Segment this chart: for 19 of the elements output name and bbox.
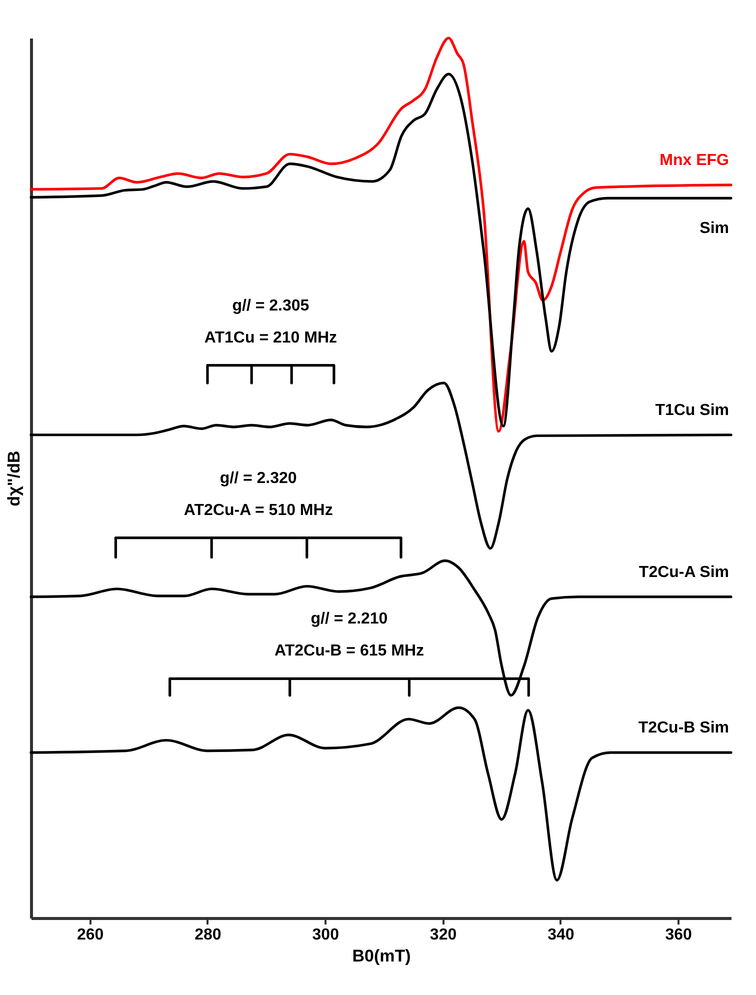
x-tick-label: 360 — [665, 926, 692, 944]
series-label: T2Cu-B Sim — [638, 720, 729, 737]
series-label: T1Cu Sim — [655, 402, 729, 419]
annotation: AT1Cu = 210 MHz — [204, 329, 338, 346]
series-label: T2Cu-A Sim — [638, 564, 729, 581]
x-tick-label: 260 — [76, 926, 104, 944]
x-tick-label: 340 — [548, 926, 574, 944]
x-tick-label: 300 — [312, 926, 340, 944]
series-label: Mnx EFG — [660, 152, 729, 169]
x-tick-label: 280 — [194, 926, 222, 944]
series-label: Sim — [700, 220, 729, 238]
x-axis-title: B0(mT) — [352, 946, 411, 966]
annotation: g// = 2.210 — [310, 610, 388, 628]
annotation: AT2Cu-A = 510 MHz — [184, 502, 333, 519]
y-axis-title: dχ"/dB — [4, 450, 24, 506]
x-tick-label: 320 — [430, 926, 457, 944]
annotation: g// = 2.305 — [232, 297, 310, 314]
annotation: g// = 2.320 — [220, 470, 297, 487]
annotation: AT2Cu-B = 615 MHz — [274, 642, 424, 660]
